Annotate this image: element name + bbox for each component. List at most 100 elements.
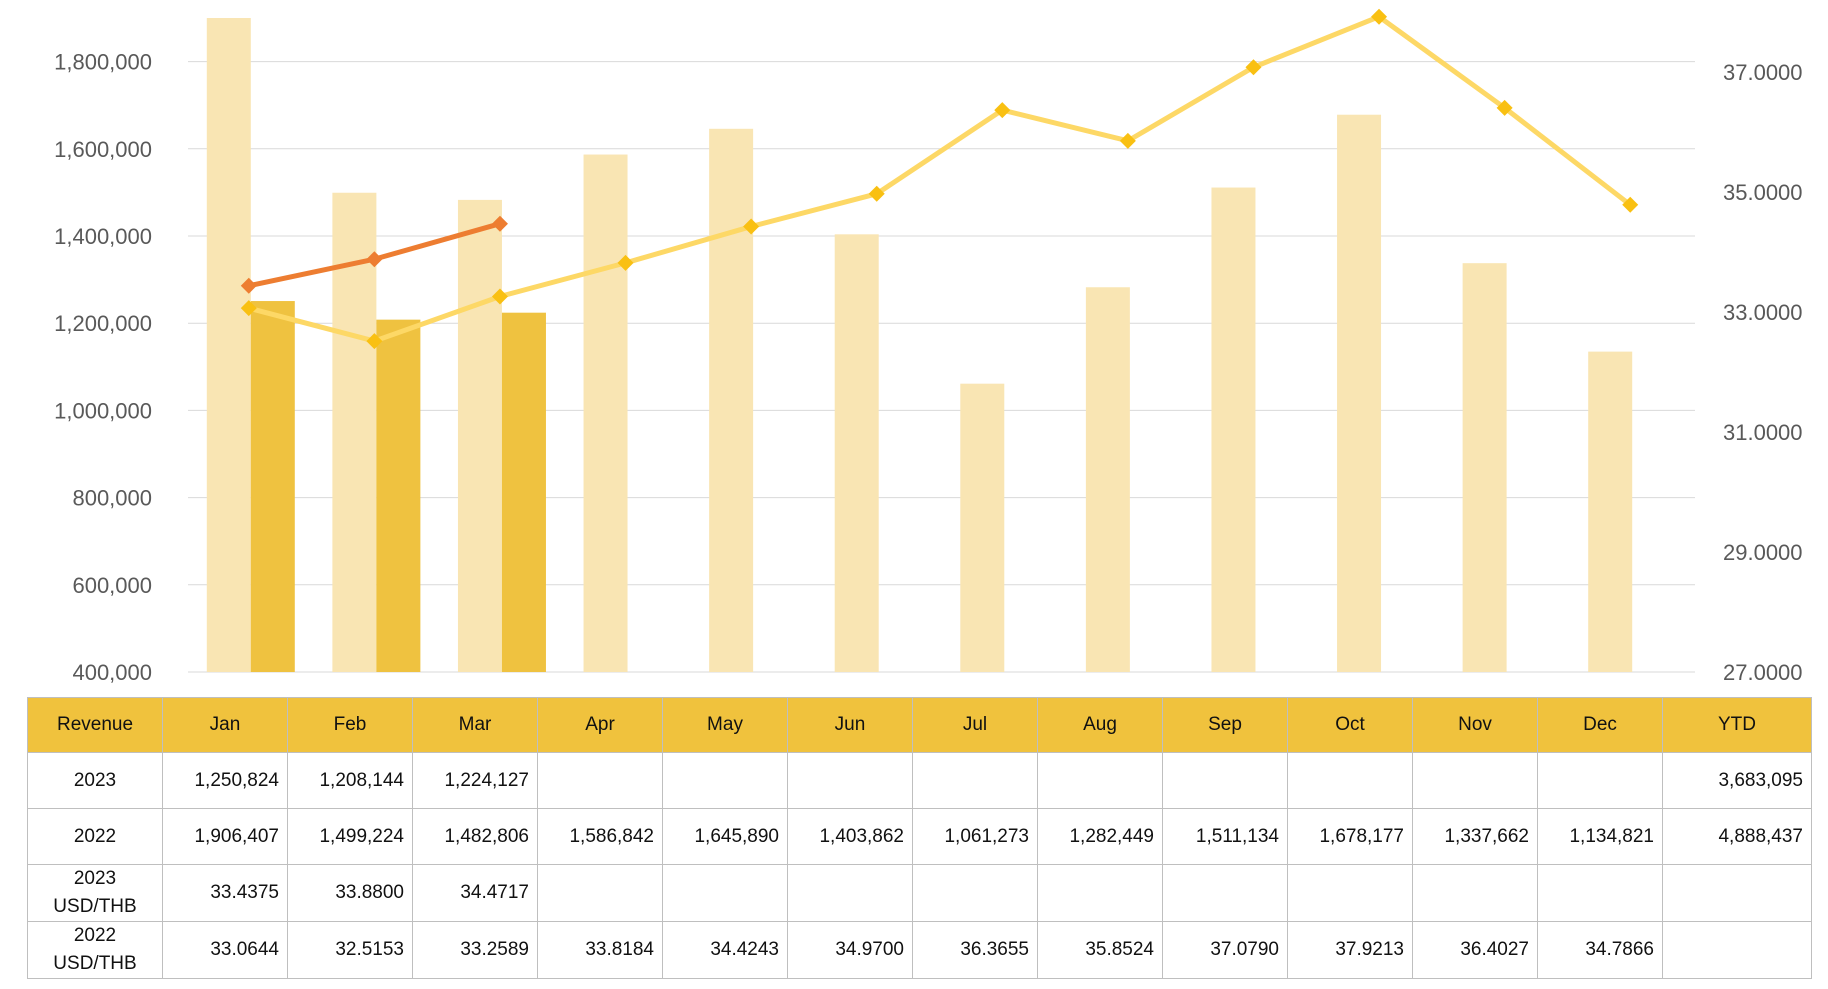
usd-thb-2022-marker — [366, 333, 383, 350]
table-cell — [1537, 752, 1663, 809]
row-label-line: 2023 — [73, 868, 117, 889]
table-cell — [1537, 864, 1663, 922]
table-cell — [912, 752, 1038, 809]
y-left-tick-label: 1,800,000 — [54, 50, 152, 75]
table-cell — [1287, 864, 1413, 922]
table-cell: 1,499,224 — [287, 808, 413, 865]
ytd-cell: 3,683,095 — [1662, 752, 1812, 809]
table-header-cell: Jun — [787, 697, 913, 753]
usd-thb-2023-marker — [240, 277, 257, 294]
table-cell: 33.4375 — [162, 864, 288, 922]
usd-thb-2022-marker — [1371, 8, 1388, 25]
table-cell: 34.9700 — [787, 921, 913, 979]
revenue-exchange-chart: 400,000 600,000 800,000 1,000,000 1,200,000 1… — [54, 8, 1803, 685]
table-cell: 1,511,134 — [1162, 808, 1288, 865]
bar-2022 — [332, 192, 377, 672]
table-header-cell: May — [662, 697, 788, 753]
table-cell: 33.2589 — [412, 921, 538, 979]
table-cell — [1162, 864, 1288, 922]
table-cell: 1,208,144 — [287, 752, 413, 809]
y-right-tick-label: 37.0000 — [1723, 60, 1803, 85]
table-cell: 35.8524 — [1037, 921, 1163, 979]
table-cell — [1037, 752, 1163, 809]
table-header-cell: YTD — [1662, 697, 1812, 753]
table-cell: 34.7866 — [1537, 921, 1663, 979]
table-row: 2023 USD/THB 33.4375 33.8800 34.4717 — [27, 864, 1812, 922]
y-left-tick-label: 1,200,000 — [54, 311, 152, 336]
y-left-tick-label: 600,000 — [72, 573, 152, 598]
table-cell: 1,586,842 — [537, 808, 663, 865]
bars — [206, 18, 1633, 673]
y-right-tick-label: 33.0000 — [1723, 300, 1803, 325]
usd-thb-2022-marker — [1119, 132, 1136, 149]
bar-2022 — [457, 199, 502, 672]
table-cell: 1,678,177 — [1287, 808, 1413, 865]
table-row: 2023 1,250,824 1,208,144 1,224,127 3,683,095 — [27, 752, 1812, 809]
table-cell: 1,250,824 — [162, 752, 288, 809]
bar-2022 — [1211, 187, 1256, 672]
table-cell — [537, 864, 663, 922]
bar-2022 — [960, 383, 1005, 672]
usd-thb-2022-marker — [994, 102, 1011, 119]
table-cell — [1287, 752, 1413, 809]
table-cell: 1,134,821 — [1537, 808, 1663, 865]
table-body: 2023 1,250,824 1,208,144 1,224,127 3,683,095… — [27, 752, 1812, 979]
usd-thb-2022-marker — [240, 300, 257, 317]
usd-thb-2022-marker — [868, 185, 885, 202]
table-cell — [1037, 864, 1163, 922]
gridlines — [188, 61, 1695, 673]
y-right-tick-label: 27.0000 — [1723, 660, 1803, 685]
table-cell: 1,906,407 — [162, 808, 288, 865]
row-label-line: 2022 — [73, 925, 117, 946]
bar-2022 — [1588, 351, 1633, 672]
table-header-cell: Aug — [1037, 697, 1163, 753]
usd-thb-2022-marker — [617, 254, 634, 271]
table-header-cell: Feb — [287, 697, 413, 753]
table-cell: 34.4243 — [662, 921, 788, 979]
table-header-cell: Apr — [537, 697, 663, 753]
ytd-cell — [1662, 921, 1812, 979]
usd-thb-2022-marker — [1496, 99, 1513, 116]
table-cell: 1,061,273 — [912, 808, 1038, 865]
table-cell — [662, 864, 788, 922]
bar-2022 — [1337, 114, 1382, 672]
row-label: 2022 — [27, 808, 163, 865]
bar-2023 — [250, 301, 295, 672]
table-cell — [787, 864, 913, 922]
table-cell: 36.3655 — [912, 921, 1038, 979]
bar-2023 — [501, 312, 546, 672]
bar-2022 — [206, 18, 251, 672]
ytd-cell — [1662, 864, 1812, 922]
table-cell — [787, 752, 913, 809]
table-cell: 1,282,449 — [1037, 808, 1163, 865]
bar-2022 — [834, 234, 879, 672]
table-header-cell: Nov — [1412, 697, 1538, 753]
y-left-tick-label: 1,600,000 — [54, 137, 152, 162]
usd-thb-2022-line — [248, 14, 1632, 344]
table-cell: 33.0644 — [162, 921, 288, 979]
table-cell: 1,337,662 — [1412, 808, 1538, 865]
y-right-tick-label: 31.0000 — [1723, 420, 1803, 445]
y-right-tick-label: 35.0000 — [1723, 180, 1803, 205]
bar-2022 — [1085, 287, 1130, 672]
table-cell — [912, 864, 1038, 922]
table-cell: 32.5153 — [287, 921, 413, 979]
table-row: 2022 USD/THB 33.0644 32.5153 33.2589 33.8184 3… — [27, 921, 1812, 979]
table-cell: 33.8184 — [537, 921, 663, 979]
row-label-line: USD/THB — [53, 896, 137, 917]
bar-2022 — [1462, 263, 1507, 672]
table-cell — [1162, 752, 1288, 809]
data-table-container: Revenue Jan Feb Mar Apr May Jun Jul Aug Sep Oct Nov… — [27, 697, 1812, 979]
table-header-cell: Jan — [162, 697, 288, 753]
table-header-cell: Oct — [1287, 697, 1413, 753]
ytd-cell: 4,888,437 — [1662, 808, 1812, 865]
table-cell — [1412, 752, 1538, 809]
table-cell: 1,403,862 — [787, 808, 913, 865]
table-cell: 33.8800 — [287, 864, 413, 922]
table-cell: 37.9213 — [1287, 921, 1413, 979]
row-label-line: 2023 — [73, 769, 117, 791]
bar-2022 — [709, 128, 754, 672]
y-right-tick-label: 29.0000 — [1723, 540, 1803, 565]
table-cell: 1,645,890 — [662, 808, 788, 865]
lines — [240, 8, 1639, 350]
